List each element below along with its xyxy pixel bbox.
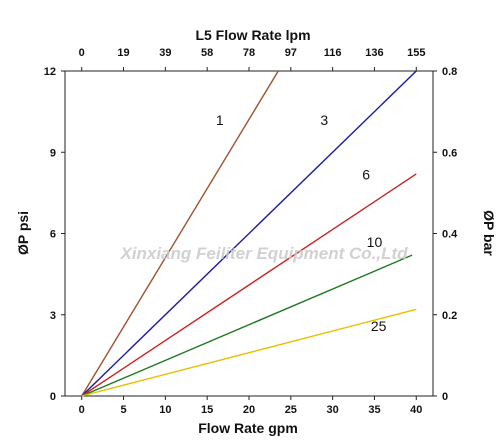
y2-tick-label: 0.6 bbox=[442, 147, 457, 159]
x2-tick-label: 0 bbox=[79, 47, 85, 59]
x-tick-label: 0 bbox=[79, 404, 85, 416]
series-line-3 bbox=[81, 70, 417, 397]
y2-tick-label: 0.4 bbox=[442, 229, 458, 241]
x-tick-label: 30 bbox=[327, 404, 339, 416]
x2-tick-label: 155 bbox=[407, 47, 425, 59]
y2-tick-label: 0 bbox=[442, 391, 448, 403]
x2-axis-ticks: 0 19 39 58 78 97 116 136 155 bbox=[79, 47, 425, 71]
x2-tick-label: 19 bbox=[117, 47, 129, 59]
series-label-3: 3 bbox=[320, 112, 328, 128]
y-axis-title: ØP psi bbox=[15, 211, 31, 255]
x-tick-label: 5 bbox=[120, 404, 126, 416]
series-line-25 bbox=[81, 308, 417, 397]
chart-title: L5 Flow Rate lpm bbox=[195, 27, 310, 43]
y-tick-label: 0 bbox=[50, 391, 56, 403]
x-tick-label: 25 bbox=[285, 404, 297, 416]
x-tick-label: 15 bbox=[201, 404, 213, 416]
x-tick-label: 20 bbox=[243, 404, 255, 416]
y-tick-label: 12 bbox=[44, 66, 56, 78]
y2-tick-label: 0.2 bbox=[442, 310, 457, 322]
y2-tick-label: 0.8 bbox=[442, 66, 457, 78]
y-tick-label: 3 bbox=[50, 310, 56, 322]
series-lines bbox=[81, 70, 417, 397]
y-tick-label: 6 bbox=[50, 229, 56, 241]
x2-tick-label: 116 bbox=[324, 47, 342, 59]
watermark-text: Xinxiang Feiliter Equipment Co.,Ltd bbox=[119, 244, 408, 263]
x-tick-label: 10 bbox=[159, 404, 171, 416]
y-tick-label: 9 bbox=[50, 147, 56, 159]
y2-axis-ticks: 0 0.2 0.4 0.6 0.8 bbox=[433, 66, 458, 403]
x-tick-label: 35 bbox=[368, 404, 380, 416]
y2-axis-title: ØP bar bbox=[481, 210, 497, 256]
series-label-1: 1 bbox=[216, 112, 224, 128]
x-axis-title: Flow Rate gpm bbox=[198, 420, 298, 436]
x2-tick-label: 39 bbox=[159, 47, 171, 59]
series-line-6 bbox=[81, 173, 417, 397]
x2-tick-label: 97 bbox=[285, 47, 297, 59]
x2-tick-label: 78 bbox=[243, 47, 255, 59]
y-axis-ticks: 0 3 6 9 12 bbox=[44, 66, 65, 403]
series-label-6: 6 bbox=[362, 166, 370, 182]
series-label-25: 25 bbox=[371, 318, 387, 334]
x2-tick-label: 58 bbox=[201, 47, 213, 59]
series-line-1 bbox=[81, 70, 279, 397]
x-tick-label: 40 bbox=[410, 404, 422, 416]
series-label-10: 10 bbox=[367, 234, 383, 250]
series-labels: 1 3 6 10 25 bbox=[216, 112, 387, 334]
x2-tick-label: 136 bbox=[365, 47, 383, 59]
x-axis-ticks: 0 5 10 15 20 25 30 35 40 bbox=[79, 396, 422, 416]
series-line-10 bbox=[81, 254, 413, 397]
